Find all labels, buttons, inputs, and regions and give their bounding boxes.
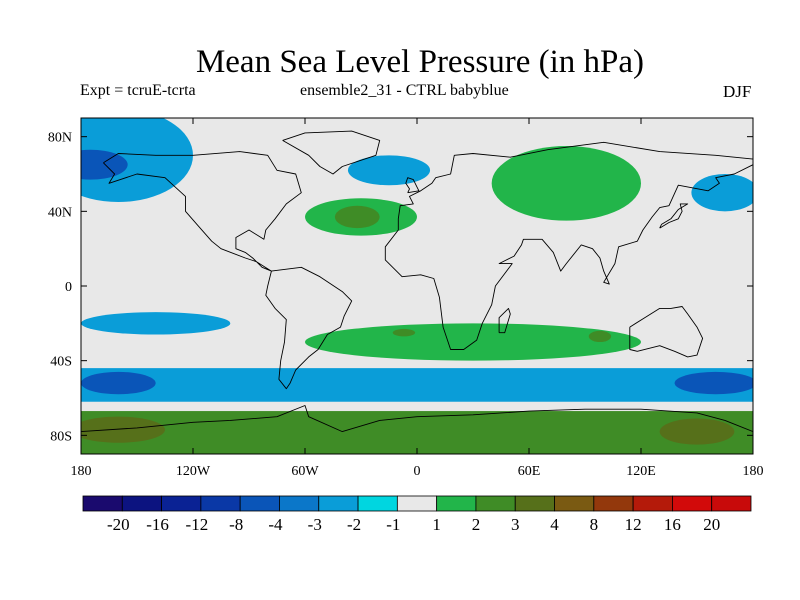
colorbar-label: -1 [386,515,400,534]
continent-outlines [81,130,753,433]
northwest-pacific-low [691,174,753,212]
colorbar-label: -8 [229,515,243,534]
siberian-high [491,146,641,221]
south-atlantic-indian-high [305,323,641,361]
ensemble-label: ensemble2_31 - CTRL babyblue [300,82,509,99]
colorbar-swatch [161,495,202,512]
south-america-coast [265,266,353,390]
season-label: DJF [723,82,752,101]
north-atlantic-high-core [334,205,380,229]
south-indian-high-core [588,330,612,342]
greenland-coast [282,130,381,175]
colorbar-label: -16 [146,515,169,534]
north-america-coast [103,151,302,272]
colorbar-swatch [475,495,516,512]
south-atlantic-high-core [392,328,416,337]
colorbar-swatch [239,495,280,512]
colorbar-label: 12 [625,515,642,534]
colorbar-swatch [279,495,320,512]
madagascar-coast [498,307,511,334]
pressure-field [81,118,753,454]
southern-polar-peak-west [81,416,165,443]
y-tick-label: 80S [50,429,72,444]
colorbar-swatch [200,495,241,512]
colorbar-label: 3 [511,515,520,534]
y-tick-label: 0 [65,280,72,295]
colorbar-swatch [672,495,713,512]
x-tick-label: 180 [743,464,764,479]
x-tick-label: 120W [176,464,211,479]
y-tick-label: 40N [48,205,72,220]
colorbar-swatch [711,495,752,512]
x-axis: 180 120W 60W 0 60E 120E 180 [71,118,764,479]
colorbar-label: 1 [432,515,441,534]
colorbar-swatch [436,495,477,512]
x-tick-label: 180 [71,464,92,479]
colorbar-label: -20 [107,515,130,534]
y-axis: 80N 40N 0 40S 80S [48,131,753,444]
colorbar-swatch [514,495,555,512]
colorbar: -20 -16 -12 -8 -4 -3 -2 -1 1 2 3 4 8 12 16 20 [82,495,752,534]
colorbar-label: -4 [268,515,283,534]
north-pacific-arctic-low [81,118,193,202]
x-tick-label: 120E [626,464,656,479]
x-tick-label: 60W [291,464,319,479]
colorbar-swatch [121,495,162,512]
south-pacific-low [81,312,231,335]
colorbar-label: 20 [703,515,720,534]
colorbar-label: -2 [347,515,361,534]
eurasia-africa-coast [384,141,753,350]
southern-polar-band [81,411,753,454]
colorbar-label: -3 [308,515,322,534]
colorbar-label: 2 [472,515,481,534]
y-tick-label: 80N [48,131,72,146]
southern-ocean-low-west [81,371,156,395]
antarctica-coast [81,405,753,433]
colorbar-swatch [318,495,359,512]
southern-ocean-low-east [674,371,753,395]
southern-polar-peak-east [659,418,735,445]
colorbar-swatch [357,495,398,512]
colorbar-swatch [396,495,438,512]
y-tick-label: 40S [50,355,72,370]
north-atlantic-low [347,155,431,186]
colorbar-swatch [632,495,673,512]
north-pacific-low-core [81,149,128,180]
japan-coast [659,203,689,229]
southern-ocean-trough [81,368,753,402]
colorbar-swatch [82,495,123,512]
experiment-label: Expt = tcruE-tcrta [80,82,196,99]
colorbar-label: 4 [550,515,559,534]
x-tick-label: 0 [414,464,421,479]
australia-coast [629,306,704,358]
british-isles-coast [405,177,420,194]
x-tick-label: 60E [518,464,541,479]
colorbar-swatch [554,495,595,512]
chart-title: Mean Sea Level Pressure (in hPa) [195,44,645,80]
colorbar-label: 8 [590,515,599,534]
colorbar-label: 16 [664,515,681,534]
colorbar-swatch [593,495,634,512]
colorbar-label: -12 [186,515,209,534]
